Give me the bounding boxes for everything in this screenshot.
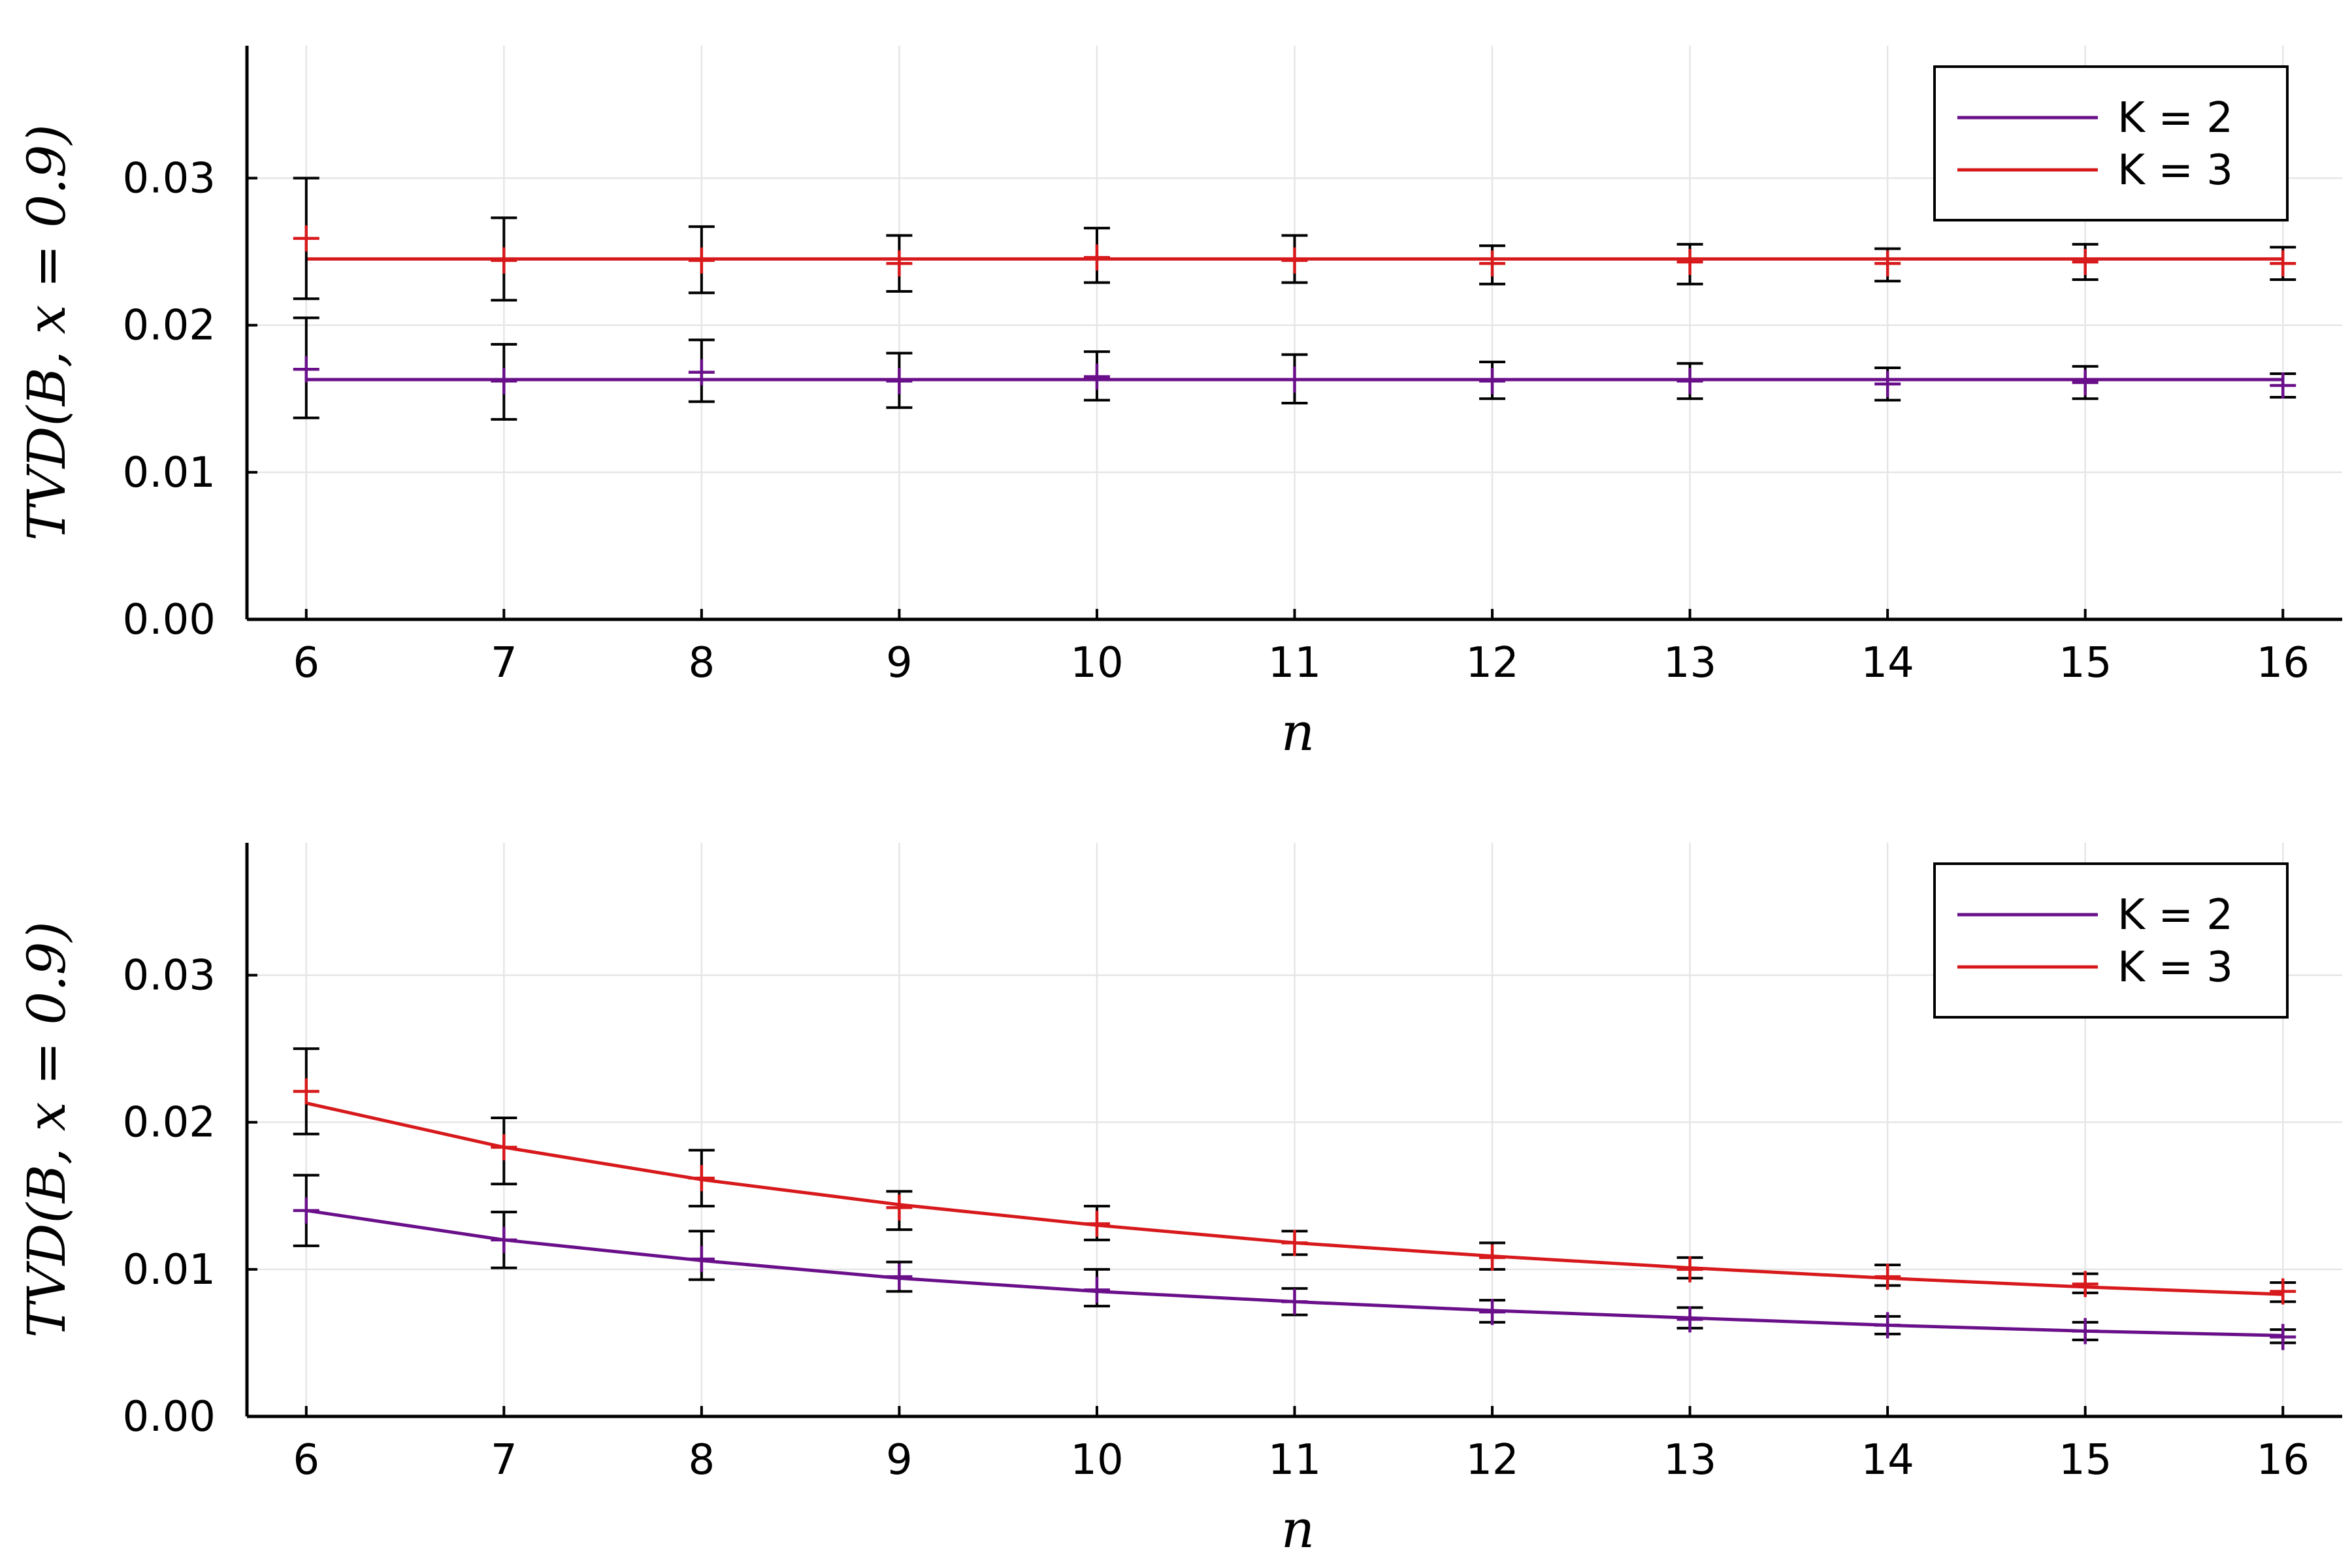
- data-point: [1083, 244, 1110, 271]
- data-point: [1874, 370, 1901, 397]
- x-tick-label: 6: [293, 1436, 319, 1484]
- y-axis-label: TVD(B, x = 0.9): [16, 124, 77, 541]
- data-point: [688, 247, 715, 274]
- x-tick-label: 15: [2059, 639, 2112, 687]
- data-point: [1479, 250, 1506, 277]
- x-tick-label: 11: [1268, 1436, 1321, 1484]
- data-point: [1676, 248, 1703, 275]
- legend: K = 2K = 3: [1933, 65, 2289, 221]
- x-tick-label: 8: [688, 1436, 715, 1484]
- data-point: [886, 368, 913, 395]
- data-point: [1083, 363, 1110, 390]
- data-point: [688, 359, 715, 385]
- legend-label: K = 2: [2117, 891, 2233, 939]
- x-tick-label: 8: [688, 639, 715, 687]
- data-point: [1479, 1244, 1506, 1271]
- x-tick-label: 12: [1465, 639, 1518, 687]
- data-point: [1676, 368, 1703, 395]
- data-point: [293, 1078, 319, 1105]
- y-tick-label: 0.03: [123, 155, 216, 203]
- x-axis-label: n: [1281, 702, 1315, 762]
- data-point: [2072, 1318, 2099, 1345]
- data-point: [1083, 1211, 1110, 1237]
- legend: K = 2K = 3: [1933, 862, 2289, 1019]
- x-tick-label: 6: [293, 639, 319, 687]
- x-tick-label: 15: [2059, 1436, 2112, 1484]
- data-point: [688, 1165, 715, 1192]
- series-1: [293, 316, 2296, 421]
- data-point: [886, 250, 913, 277]
- y-tick-label: 0.01: [123, 449, 216, 497]
- data-point: [2270, 372, 2296, 399]
- data-point: [1281, 367, 1308, 393]
- x-tick-label: 14: [1861, 1436, 1914, 1484]
- data-point: [2072, 1271, 2099, 1298]
- legend-label: K = 3: [2117, 146, 2233, 195]
- x-tick-label: 13: [1663, 639, 1716, 687]
- x-tick-label: 12: [1465, 1436, 1518, 1484]
- legend-label: K = 3: [2117, 943, 2233, 992]
- y-tick-label: 0.02: [123, 302, 216, 350]
- data-point: [2270, 1278, 2296, 1305]
- data-point: [1874, 1264, 1901, 1290]
- x-tick-label: 7: [491, 639, 517, 687]
- chart-panel-bottom: 6 7 8 9 10 11 12 13 14 15 16 0.00 0.01 0.02 0.03 n TVD(B…: [16, 843, 2342, 1560]
- legend-box: [1933, 65, 2289, 221]
- data-point: [491, 1134, 517, 1161]
- series-2: [293, 176, 2296, 302]
- data-point: [293, 1197, 319, 1224]
- data-point: [2072, 248, 2099, 275]
- y-tick-label: 0.03: [123, 952, 216, 1000]
- data-point: [1676, 1306, 1703, 1333]
- y-tick-label: 0.00: [123, 1393, 216, 1441]
- x-tick-label: 11: [1268, 639, 1321, 687]
- data-point: [1676, 1256, 1703, 1282]
- data-point: [1281, 1288, 1308, 1315]
- data-point: [2270, 250, 2296, 277]
- data-point: [491, 1226, 517, 1253]
- data-point: [886, 1264, 913, 1290]
- x-tick-label: 7: [491, 1436, 517, 1484]
- x-tick-label: 9: [886, 1436, 913, 1484]
- data-point: [1281, 1230, 1308, 1256]
- data-point: [491, 247, 517, 274]
- y-axis-label: TVD(B, x = 0.9): [16, 921, 77, 1338]
- data-point: [1874, 1312, 1901, 1339]
- data-point: [1083, 1277, 1110, 1303]
- legend-label: K = 2: [2117, 94, 2233, 142]
- x-tick-label: 16: [2257, 1436, 2310, 1484]
- data-point: [1479, 368, 1506, 395]
- x-tick-label: 14: [1861, 639, 1914, 687]
- x-tick-label: 16: [2257, 639, 2310, 687]
- x-axis-label: n: [1281, 1499, 1315, 1560]
- data-point: [1479, 1299, 1506, 1326]
- series-1: [293, 1173, 2296, 1350]
- chart-panel-top: 6 7 8 9 10 11 12 13 14 15 16 0.00 0.01 0.02 0.03 n TVD(B…: [16, 46, 2342, 762]
- data-point: [688, 1246, 715, 1273]
- y-tick-label: 0.02: [123, 1099, 216, 1147]
- y-tick-label: 0.01: [123, 1246, 216, 1294]
- data-point: [293, 225, 319, 252]
- x-tick-label: 10: [1070, 1436, 1123, 1484]
- series-2: [293, 1047, 2296, 1305]
- data-point: [1281, 247, 1308, 274]
- legend-box: [1933, 862, 2289, 1019]
- data-point: [2270, 1324, 2296, 1350]
- y-tick-label: 0.00: [123, 596, 216, 644]
- x-tick-label: 13: [1663, 1436, 1716, 1484]
- data-point: [293, 356, 319, 383]
- data-point: [1874, 250, 1901, 277]
- x-tick-label: 10: [1070, 639, 1123, 687]
- data-point: [2072, 369, 2099, 396]
- x-tick-label: 9: [886, 639, 913, 687]
- data-point: [491, 368, 517, 395]
- data-point: [886, 1194, 913, 1221]
